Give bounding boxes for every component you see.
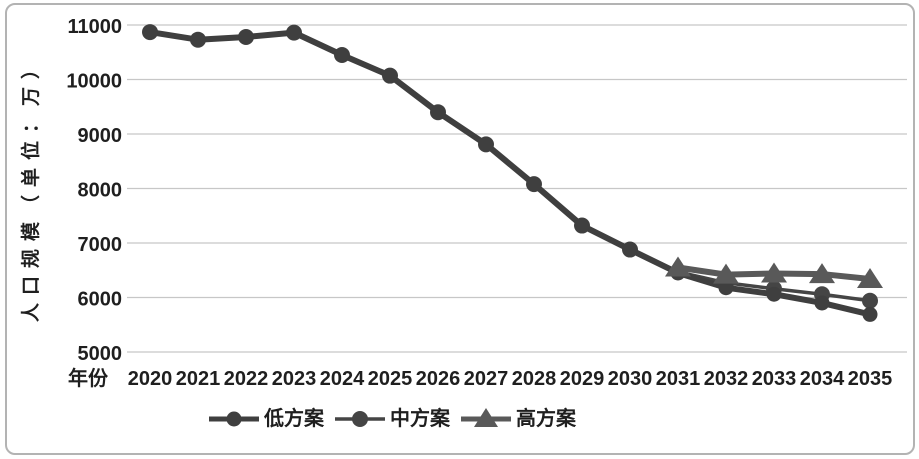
- y-tick-label: 5000: [78, 343, 123, 365]
- y-tick-label: 6000: [78, 289, 123, 311]
- y-tick-label: 11000: [67, 16, 122, 38]
- x-tick-label: 2031: [656, 368, 701, 390]
- data-point-marker: [809, 263, 835, 284]
- data-point-marker: [574, 218, 590, 234]
- data-point-marker: [334, 47, 350, 63]
- data-point-marker: [713, 263, 739, 284]
- y-tick-label: 8000: [78, 180, 123, 202]
- chart-legend: 低方案 中方案 高方案: [208, 406, 576, 432]
- legend-label: 低方案: [264, 408, 324, 430]
- data-point-marker: [286, 25, 302, 41]
- x-tick-label: 2022: [224, 368, 269, 390]
- x-tick-label: 2027: [464, 368, 509, 390]
- legend-label: 高方案: [516, 408, 576, 430]
- legend-item-中方案: 中方案: [334, 406, 450, 432]
- data-point-marker: [766, 286, 782, 302]
- series-低方案: [142, 24, 878, 322]
- data-point-marker: [857, 267, 883, 288]
- y-tick-label: 9000: [78, 125, 123, 147]
- x-axis-title: 年份: [68, 366, 109, 390]
- x-tick-label: 2035: [848, 368, 893, 390]
- series-line: [147, 29, 873, 318]
- data-point-marker: [430, 104, 446, 120]
- data-point-marker: [862, 292, 878, 309]
- x-tick-label: 2024: [320, 368, 365, 390]
- circle-marker-icon: [352, 411, 368, 427]
- x-tick-label: 2020: [128, 368, 173, 390]
- y-tick-label: 10000: [66, 71, 122, 93]
- data-point-marker: [622, 242, 638, 258]
- data-point-marker: [814, 295, 830, 311]
- data-point-marker: [761, 262, 787, 283]
- x-tick-label: 2030: [608, 368, 653, 390]
- legend-item-低方案: 低方案: [208, 406, 324, 432]
- data-point-marker: [238, 29, 254, 45]
- data-point-marker: [718, 280, 734, 296]
- legend-swatch: [209, 411, 259, 427]
- data-point-marker: [382, 68, 398, 84]
- data-point-marker: [862, 306, 878, 322]
- x-tick-label: 2033: [752, 368, 797, 390]
- y-axis-title: 人口规模（单位：万）: [19, 52, 42, 322]
- x-tick-label: 2028: [512, 368, 557, 390]
- x-tick-label: 2032: [704, 368, 749, 390]
- gridlines: [127, 24, 907, 353]
- triangle-marker-icon: [474, 408, 498, 427]
- legend-item-高方案: 高方案: [460, 406, 576, 432]
- data-point-marker: [478, 136, 494, 152]
- y-tick-label: 7000: [78, 234, 123, 256]
- x-tick-label: 2023: [272, 368, 317, 390]
- series-layer: [142, 24, 883, 322]
- data-point-marker: [665, 256, 691, 277]
- legend-swatch: [335, 411, 385, 427]
- data-point-marker: [526, 176, 542, 192]
- circle-marker-icon: [226, 411, 242, 427]
- legend-label: 中方案: [390, 408, 450, 430]
- data-point-marker: [190, 32, 206, 48]
- legend-swatch: [461, 408, 511, 427]
- x-tick-label: 2025: [368, 368, 413, 390]
- data-point-marker: [142, 24, 158, 40]
- x-tick-label: 2034: [800, 368, 845, 390]
- series-高方案: [665, 256, 883, 288]
- x-tick-label: 2026: [416, 368, 461, 390]
- x-tick-label: 2021: [176, 368, 221, 390]
- x-tick-label: 2029: [560, 368, 605, 390]
